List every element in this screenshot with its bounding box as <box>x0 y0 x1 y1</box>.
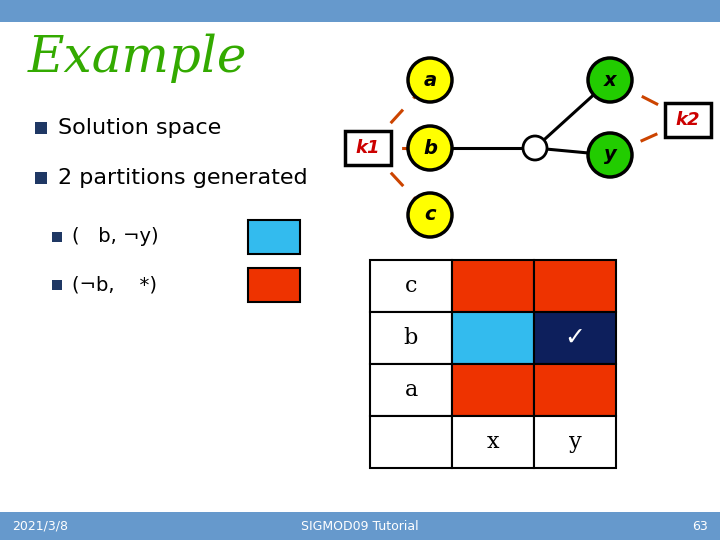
Text: k2: k2 <box>676 111 701 129</box>
Bar <box>0 0 720 22</box>
Circle shape <box>408 193 452 237</box>
Text: k1: k1 <box>356 139 380 157</box>
Bar <box>52 280 62 290</box>
Bar <box>345 131 391 165</box>
Circle shape <box>408 126 452 170</box>
Text: x: x <box>487 431 499 453</box>
Bar <box>370 416 452 468</box>
Bar <box>452 260 534 312</box>
Text: a: a <box>405 379 418 401</box>
Text: Example: Example <box>28 33 248 83</box>
Text: a: a <box>423 71 436 90</box>
Text: c: c <box>405 275 418 297</box>
Text: SIGMOD09 Tutorial: SIGMOD09 Tutorial <box>301 519 419 532</box>
Bar <box>0 512 720 540</box>
Text: Solution space: Solution space <box>58 118 221 138</box>
Text: 2 partitions generated: 2 partitions generated <box>58 168 307 188</box>
Bar <box>452 312 534 364</box>
Bar <box>534 260 616 312</box>
Bar <box>370 364 452 416</box>
Bar <box>35 172 47 184</box>
Bar <box>534 312 616 364</box>
Text: b: b <box>404 327 418 349</box>
Bar <box>35 122 47 134</box>
Text: y: y <box>569 431 581 453</box>
Text: b: b <box>423 138 437 158</box>
Bar <box>534 416 616 468</box>
Bar <box>248 268 300 302</box>
Bar <box>370 312 452 364</box>
Circle shape <box>408 58 452 102</box>
Bar <box>452 416 534 468</box>
Bar <box>452 364 534 416</box>
Text: 63: 63 <box>692 519 708 532</box>
Text: c: c <box>424 206 436 225</box>
Circle shape <box>523 136 547 160</box>
Bar <box>370 260 452 312</box>
Circle shape <box>588 133 632 177</box>
Text: 2021/3/8: 2021/3/8 <box>12 519 68 532</box>
Circle shape <box>588 58 632 102</box>
Text: ✓: ✓ <box>564 326 585 350</box>
Text: y: y <box>603 145 616 165</box>
Bar <box>665 103 711 137</box>
Text: (   b, ¬y): ( b, ¬y) <box>72 227 158 246</box>
Bar <box>52 232 62 242</box>
Bar <box>248 220 300 254</box>
Text: (¬b,    *): (¬b, *) <box>72 275 157 294</box>
Bar <box>534 364 616 416</box>
Text: x: x <box>603 71 616 90</box>
